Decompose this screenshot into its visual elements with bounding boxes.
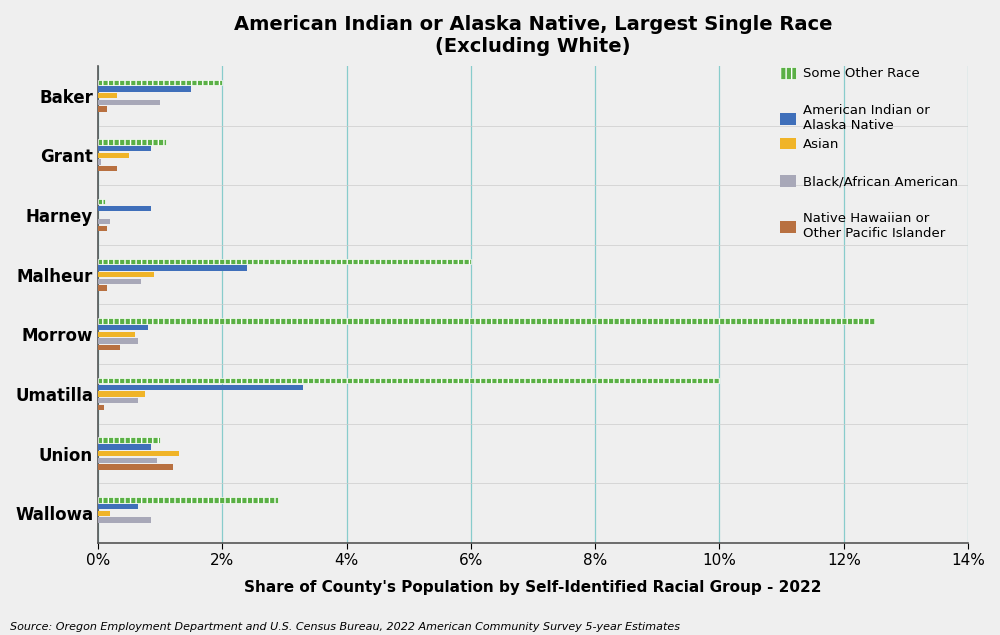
Bar (98, 107, 107, 112)
Bar (98, 518, 151, 523)
Bar (98, 338, 138, 344)
Bar (98, 285, 107, 291)
Bar (98, 279, 141, 284)
Bar (98, 79, 222, 85)
Bar (98, 504, 138, 509)
Bar (98, 139, 166, 145)
Bar (98, 159, 101, 164)
Bar (98, 206, 151, 211)
Bar (98, 100, 160, 105)
Bar (98, 258, 471, 264)
Bar (98, 325, 148, 330)
X-axis label: Share of County's Population by Self-Identified Racial Group - 2022: Share of County's Population by Self-Ide… (244, 580, 822, 594)
Bar (98, 458, 157, 463)
Bar (98, 318, 875, 324)
Bar (98, 378, 719, 383)
Bar (98, 219, 110, 224)
Legend: Some Other Race, , American Indian or
Alaska Native, Asian, , Black/African Amer: Some Other Race, , American Indian or Al… (776, 63, 961, 244)
Bar (98, 464, 173, 470)
Bar (98, 511, 110, 516)
Text: Source: Oregon Employment Department and U.S. Census Bureau, 2022 American Commu: Source: Oregon Employment Department and… (10, 622, 680, 632)
Bar (98, 199, 105, 204)
Bar (98, 497, 278, 502)
Bar (98, 146, 151, 151)
Bar (98, 345, 120, 351)
Bar (98, 451, 179, 457)
Bar (98, 265, 247, 271)
Bar (98, 226, 107, 231)
Bar (98, 385, 303, 390)
Bar (98, 86, 191, 91)
Bar (98, 404, 104, 410)
Bar (98, 331, 135, 337)
Bar (98, 166, 117, 171)
Bar (98, 152, 129, 158)
Bar (98, 444, 151, 450)
Bar (98, 391, 145, 397)
Bar (98, 438, 160, 443)
Bar (98, 93, 117, 98)
Bar (98, 398, 138, 403)
Title: American Indian or Alaska Native, Largest Single Race
(Excluding White): American Indian or Alaska Native, Larges… (234, 15, 832, 56)
Bar (98, 272, 154, 277)
